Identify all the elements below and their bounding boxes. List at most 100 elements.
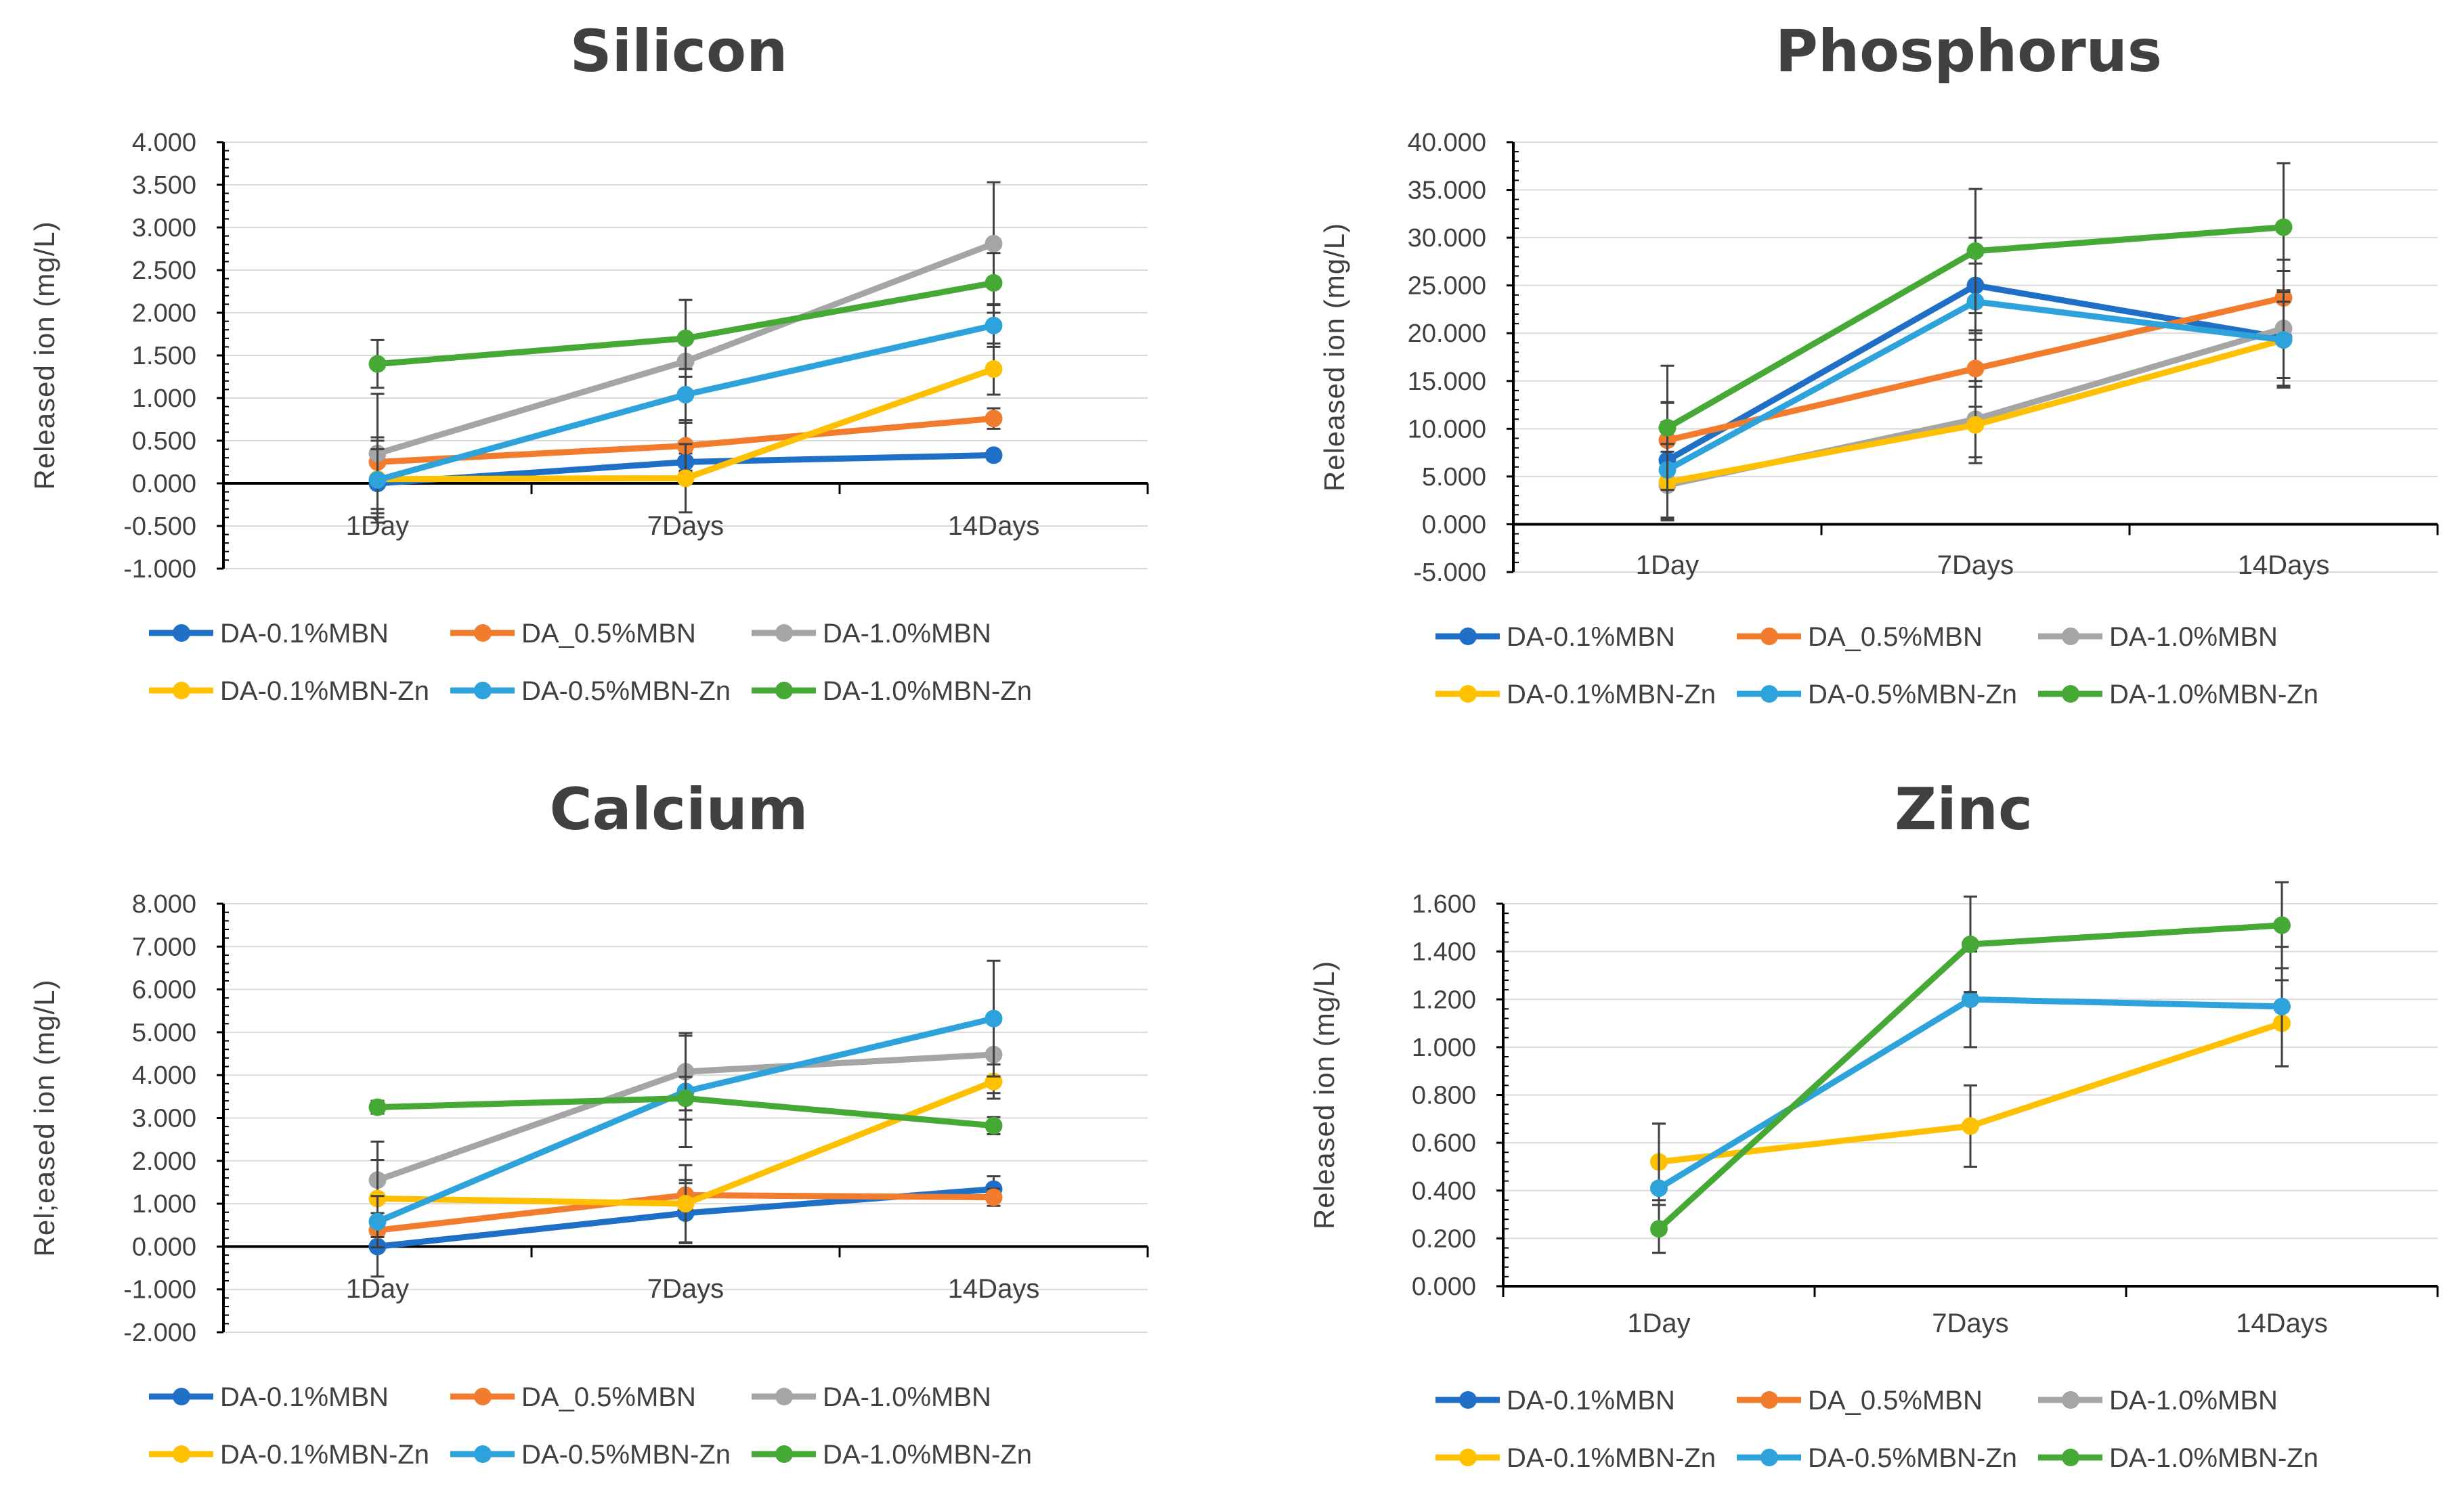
- y-tick-label: 0.500: [132, 427, 196, 456]
- legend-swatch-marker: [474, 1445, 492, 1463]
- legend-item-da-1-0-mbn-zn: DA-1.0%MBN-Zn: [2038, 1443, 2318, 1473]
- legend-item-da-0-5-mbn: DA_0.5%MBN: [1737, 1386, 1983, 1416]
- legend-item-da-0-1-mbn: DA-0.1%MBN: [149, 1382, 389, 1412]
- chart-title: Calcium: [550, 776, 808, 843]
- legend-label: DA_0.5%MBN: [1808, 622, 1983, 652]
- legend-item-da-0-1-mbn-zn: DA-0.1%MBN-Zn: [149, 1440, 429, 1470]
- legend-swatch-marker: [474, 1388, 492, 1405]
- chart-title: Zinc: [1895, 776, 2033, 843]
- data-point: [985, 446, 1003, 464]
- legend-label: DA-0.1%MBN: [220, 619, 389, 649]
- zinc-chart-svg: Zinc Released ion (mg/L) 0.000 0.200 0.400 0.…: [1308, 776, 2439, 1473]
- legend-item-da-0-5-mbn-zn: DA-0.5%MBN-Zn: [1737, 1443, 2017, 1473]
- y-tick-label: 35.000: [1408, 177, 1486, 205]
- x-category-label: 7Days: [1932, 1309, 2008, 1338]
- data-point: [1658, 418, 1677, 437]
- legend-swatch-marker: [1459, 685, 1477, 703]
- legend-label: DA_0.5%MBN: [521, 619, 696, 649]
- data-point: [1966, 359, 1985, 378]
- legend-swatch-marker: [474, 682, 492, 699]
- legend-swatch-marker: [775, 624, 793, 642]
- y-tick-label: 15.000: [1408, 368, 1486, 396]
- y-tick-label: 0.000: [132, 470, 196, 498]
- y-tick-label: 2.500: [132, 257, 196, 285]
- data-point: [985, 360, 1003, 378]
- zinc-chart-panel: Zinc Released ion (mg/L) 0.000 0.200 0.400 0.…: [1232, 746, 2464, 1492]
- legend-swatch-marker: [1760, 685, 1778, 703]
- y-tick-label: 1.600: [1412, 890, 1476, 919]
- legend-swatch-marker: [775, 1388, 793, 1405]
- data-point: [2273, 916, 2291, 934]
- chart-title: Silicon: [570, 18, 788, 85]
- data-point: [676, 329, 695, 347]
- y-tick-label: 0.400: [1412, 1177, 1476, 1206]
- legend-label: DA_0.5%MBN: [1808, 1386, 1983, 1416]
- y-tick-label: 1.000: [132, 385, 196, 413]
- legend-item-da-0-5-mbn: DA_0.5%MBN: [450, 1382, 696, 1412]
- y-tick-label: -5.000: [1413, 558, 1486, 587]
- y-tick-label: 30.000: [1408, 224, 1486, 253]
- legend-swatch-marker: [2062, 628, 2079, 645]
- y-tick-label: 0.600: [1412, 1129, 1476, 1158]
- legend-swatch-marker: [1459, 1391, 1477, 1409]
- y-tick-label: 7.000: [132, 933, 196, 961]
- y-tick-label: 1.000: [1412, 1034, 1476, 1062]
- legend-swatch-marker: [173, 1388, 190, 1405]
- legend-swatch-marker: [775, 682, 793, 699]
- x-category-label: 14Days: [948, 511, 1040, 541]
- legend-label: DA-1.0%MBN: [823, 619, 991, 649]
- data-point: [676, 1195, 695, 1213]
- x-category-label: 1Day: [1636, 550, 1699, 580]
- y-tick-label: 4.000: [132, 129, 196, 157]
- x-category-label: 14Days: [2236, 1309, 2328, 1338]
- legend-item-da-1-0-mbn-zn: DA-1.0%MBN-Zn: [2038, 680, 2318, 709]
- y-tick-label: 2.000: [132, 299, 196, 328]
- y-tick-label: 3.000: [132, 214, 196, 242]
- legend-label: DA-0.5%MBN-Zn: [521, 1440, 731, 1470]
- y-tick-label: 3.500: [132, 171, 196, 200]
- legend-swatch-marker: [1459, 1449, 1477, 1466]
- y-axis-label: Rel;eased ion (mg/L): [28, 980, 60, 1257]
- data-point: [985, 1009, 1003, 1028]
- y-tick-label: 6.000: [132, 976, 196, 1005]
- data-point: [1962, 936, 1979, 954]
- legend-swatch-marker: [1760, 628, 1778, 645]
- legend-swatch-marker: [2062, 1391, 2079, 1409]
- data-point: [1966, 416, 1985, 434]
- legend-label: DA-0.1%MBN: [220, 1382, 389, 1412]
- y-tick-label: 0.200: [1412, 1225, 1476, 1253]
- legend-label: DA-1.0%MBN: [2109, 622, 2278, 652]
- legend-item-da-0-5-mbn-zn: DA-0.5%MBN-Zn: [1737, 680, 2017, 709]
- silicon-chart-panel: Silicon Released ion (mg/L) -1.000 -0.500 0.…: [0, 0, 1232, 746]
- y-tick-label: 4.000: [132, 1061, 196, 1090]
- legend-swatch-marker: [1760, 1449, 1778, 1466]
- data-point: [676, 385, 695, 403]
- data-point: [985, 1188, 1003, 1206]
- legend-label: DA-0.5%MBN-Zn: [1808, 680, 2017, 709]
- data-point: [676, 1089, 695, 1107]
- data-point: [1962, 1117, 1979, 1135]
- legend-label: DA-1.0%MBN: [2109, 1386, 2278, 1416]
- series-da-1-0-mbn-zn: [1658, 162, 2293, 491]
- phosphorus-chart-svg: Phosphorus Released ion (mg/L) -5.000 0.000…: [1318, 18, 2439, 709]
- y-tick-label: -1.000: [123, 1276, 196, 1304]
- y-tick-label: 25.000: [1408, 272, 1486, 301]
- y-tick-label: 0.800: [1412, 1082, 1476, 1110]
- series-da-1-0-mbn-zn: [368, 252, 1003, 389]
- x-category-label: 1Day: [1627, 1309, 1690, 1338]
- legend-swatch-marker: [474, 624, 492, 642]
- legend-label: DA-1.0%MBN-Zn: [823, 1440, 1032, 1470]
- data-point: [985, 234, 1003, 253]
- data-point: [368, 355, 387, 373]
- calcium-chart-panel: Calcium Rel;eased ion (mg/L) -2.000 -1.000 0…: [0, 746, 1232, 1492]
- legend-swatch-marker: [1760, 1391, 1778, 1409]
- y-tick-label: 1.000: [132, 1190, 196, 1219]
- data-point: [368, 470, 387, 489]
- x-category-label: 1Day: [346, 1274, 409, 1304]
- data-point: [1966, 242, 1985, 260]
- legend-label: DA_0.5%MBN: [521, 1382, 696, 1412]
- legend-label: DA-0.1%MBN-Zn: [220, 676, 429, 706]
- y-tick-label: 40.000: [1408, 129, 1486, 157]
- y-tick-label: 5.000: [132, 1019, 196, 1047]
- legend-item-da-0-5-mbn: DA_0.5%MBN: [1737, 622, 1983, 652]
